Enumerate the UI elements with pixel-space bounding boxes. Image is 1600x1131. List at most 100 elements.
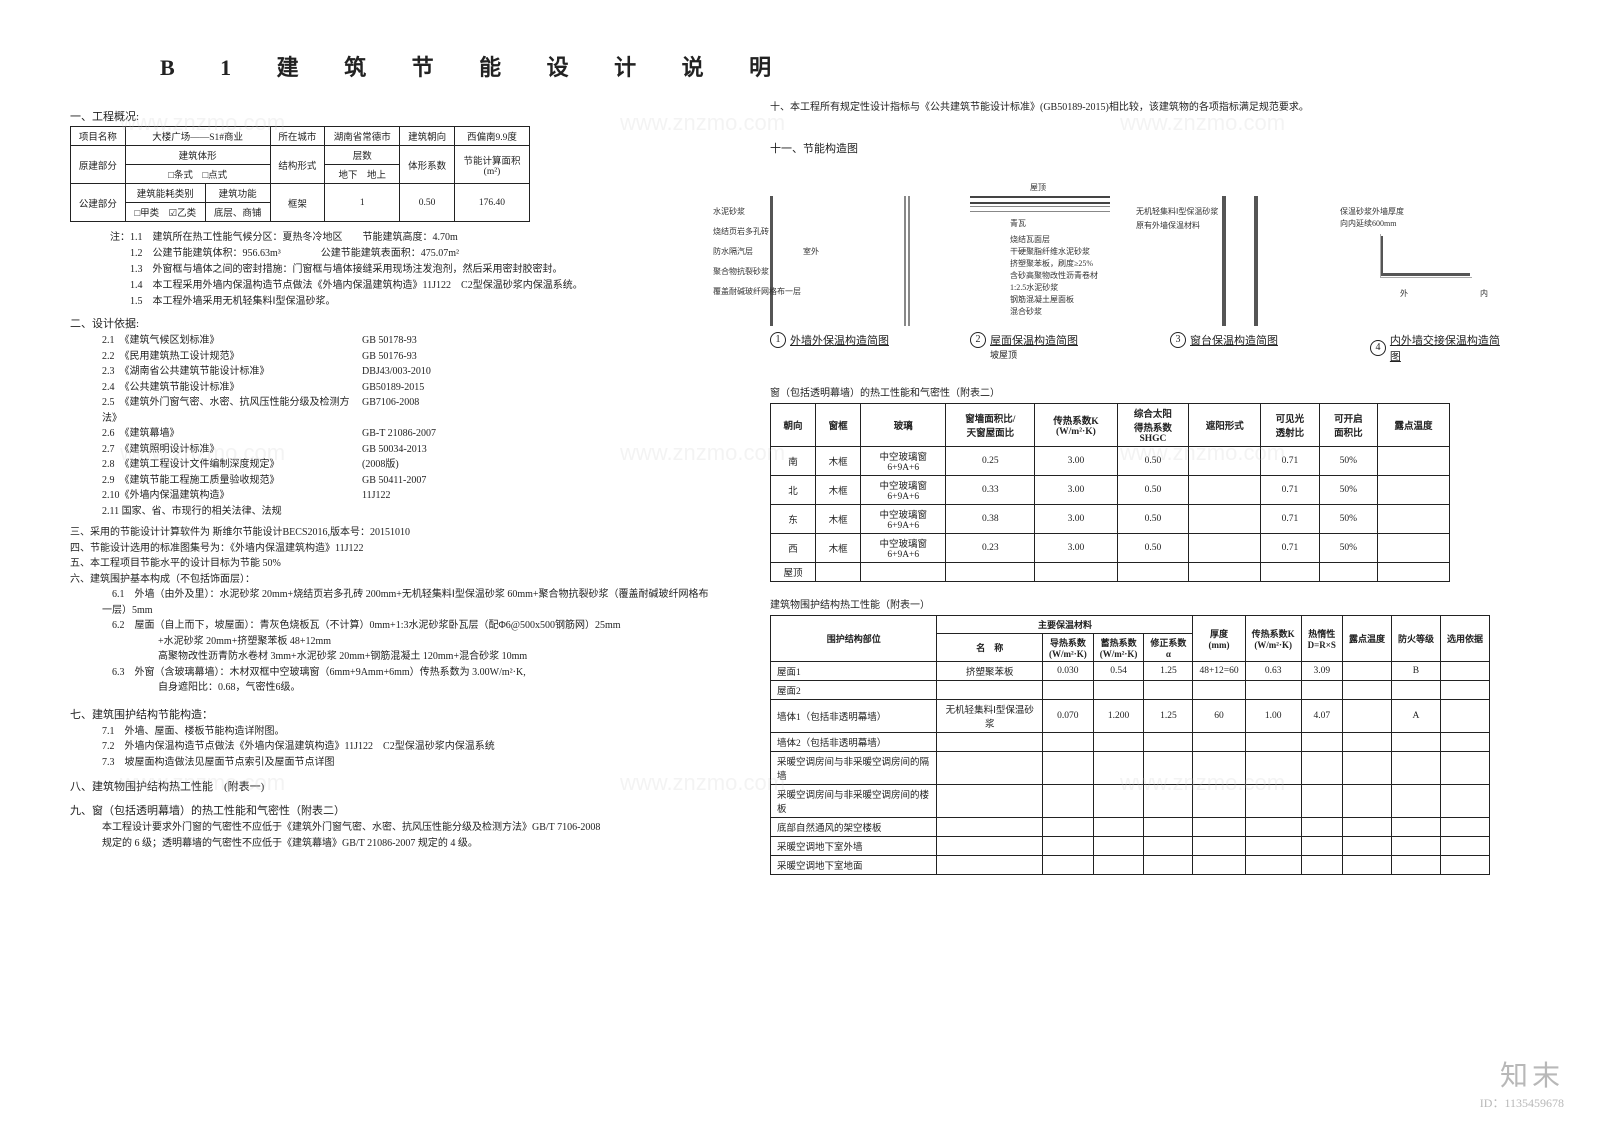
cell <box>1189 504 1261 533</box>
col-header: 围护结构部位 <box>771 615 937 661</box>
std-name: 2.1 《建筑气候区划标准》 <box>102 333 362 349</box>
cell: 项目名称 <box>71 127 126 146</box>
cell <box>1440 836 1489 855</box>
cell <box>1319 562 1377 581</box>
brand-id: ID：1135459678 <box>1480 1094 1564 1111</box>
cell: 建筑朝向 <box>400 127 455 146</box>
cell: 节能计算面积 (m²) <box>454 146 529 184</box>
cell <box>1144 817 1193 836</box>
cell: 底层、商铺 <box>205 203 270 222</box>
cell <box>1342 661 1391 680</box>
cell: 无机轻集料Ⅰ型保温砂浆 <box>937 699 1043 732</box>
section-5: 五、本工程项目节能水平的设计目标为节能 50% <box>70 556 710 572</box>
cell: 屋面2 <box>771 680 937 699</box>
cell: 大楼广场——S1#商业 <box>125 127 270 146</box>
cell <box>1043 817 1094 836</box>
window-performance-table: 朝向窗框玻璃窗墙面积比/ 天窗屋面比传热系数K (W/m²·K)综合太阳 得热系… <box>770 403 1450 582</box>
cell: 4.07 <box>1301 699 1342 732</box>
t2-caption: 窗（包括透明幕墙）的热工性能和气密性（附表二） <box>770 384 1510 399</box>
cell <box>1093 817 1144 836</box>
cell <box>1440 732 1489 751</box>
section-1-heading: 一、工程概况: <box>70 108 710 124</box>
cell: 挤塑聚苯板 <box>937 661 1043 680</box>
cell <box>1440 699 1489 732</box>
cell: 3.00 <box>1035 533 1117 562</box>
cell: 西 <box>771 533 816 562</box>
cell <box>1043 680 1094 699</box>
cell <box>1043 836 1094 855</box>
cell <box>1093 784 1144 817</box>
cell: 0.71 <box>1261 475 1319 504</box>
cell <box>1193 817 1245 836</box>
note: 1.3 外窗框与墙体之间的密封措施：门窗框与墙体接缝采用现场注发泡剂，然后采用密… <box>110 260 710 275</box>
diagram-2: 屋顶 青瓦 烧结瓦面层 干硬聚脂纤维水泥砂浆 挤塑聚苯板，刷度≥25% 含砂高聚… <box>970 196 1110 364</box>
drawing-sheet: www.znzmo.com www.znzmo.com www.znzmo.co… <box>0 0 1600 1131</box>
cell <box>1391 817 1440 836</box>
cell <box>1193 680 1245 699</box>
diagram-4: 保温砂浆外墙厚度 向内延续600mm 外 内 4内外墙交接保温构造简图 <box>1370 196 1510 364</box>
cell: 木框 <box>816 533 861 562</box>
cell: 0.33 <box>946 475 1035 504</box>
cell <box>946 562 1035 581</box>
cell: 0.50 <box>1117 475 1189 504</box>
cell: 0.25 <box>946 446 1035 475</box>
cell: 1 <box>325 184 400 222</box>
cell <box>937 855 1043 874</box>
cell <box>1301 836 1342 855</box>
left-column: 一、工程概况: 项目名称 大楼广场——S1#商业 所在城市 湖南省常德市 建筑朝… <box>70 100 710 875</box>
section-9-heading: 九、窗（包括透明幕墙）的热工性能和气密性（附表二） <box>70 802 710 818</box>
cell <box>1043 751 1094 784</box>
col-header: 热惰性 D=R×S <box>1301 615 1342 661</box>
cell: 原建部分 <box>71 146 126 184</box>
diagram-3: 无机轻集料Ⅰ型保温砂浆 原有外墙保温材料 3窗台保温构造简图 <box>1170 196 1310 364</box>
cell: 屋面1 <box>771 661 937 680</box>
cell <box>1378 475 1450 504</box>
cell: 木框 <box>816 475 861 504</box>
cell <box>937 817 1043 836</box>
cell <box>1378 504 1450 533</box>
cell: 木框 <box>816 446 861 475</box>
cell: 所在城市 <box>270 127 325 146</box>
cell: 湖南省常德市 <box>325 127 400 146</box>
col-header: 导热系数 (W/m²·K) <box>1043 633 1094 661</box>
cell: 1.25 <box>1144 699 1193 732</box>
cell: 50% <box>1319 504 1377 533</box>
cell <box>1144 836 1193 855</box>
cell <box>1342 784 1391 817</box>
col-header: 玻璃 <box>861 403 946 446</box>
cell: 48+12=60 <box>1193 661 1245 680</box>
cell <box>1144 855 1193 874</box>
notes-1: 注：1.1 建筑所在热工性能气候分区：夏热冬冷地区 节能建筑高度：4.70m 1… <box>70 228 710 307</box>
cell: □甲类 ☑乙类 <box>125 203 205 222</box>
cell: 3.00 <box>1035 446 1117 475</box>
cell <box>1440 661 1489 680</box>
cell: 墙体1（包括非透明幕墙） <box>771 699 937 732</box>
cell <box>1117 562 1189 581</box>
cell <box>1301 855 1342 874</box>
cell <box>1093 751 1144 784</box>
cell: 60 <box>1193 699 1245 732</box>
cell <box>1342 699 1391 732</box>
cell: 50% <box>1319 446 1377 475</box>
cell <box>1189 446 1261 475</box>
cell <box>1245 836 1301 855</box>
col-header: 蓄热系数 (W/m²·K) <box>1093 633 1144 661</box>
cell: 框架 <box>270 184 325 222</box>
cell <box>1342 680 1391 699</box>
cell: 3.09 <box>1301 661 1342 680</box>
section-8-heading: 八、建筑物围护结构热工性能 (附表一) <box>70 778 710 794</box>
cell <box>1378 446 1450 475</box>
cell: 1.00 <box>1245 699 1301 732</box>
cell: 0.38 <box>946 504 1035 533</box>
page-title: B 1 建 筑 节 能 设 计 说 明 <box>160 50 1530 82</box>
cell: 地下 地上 <box>325 165 400 184</box>
cell <box>1245 751 1301 784</box>
note: 1.2 公建节能建筑体积：956.63m³ 公建节能建筑表面积：475.07m² <box>110 244 710 259</box>
cell: 结构形式 <box>270 146 325 184</box>
cell <box>1342 732 1391 751</box>
cell <box>1144 732 1193 751</box>
cell: 0.50 <box>400 184 455 222</box>
cell: 中空玻璃窗 6+9A+6 <box>861 504 946 533</box>
col-header: 修正系数 α <box>1144 633 1193 661</box>
cell <box>816 562 861 581</box>
